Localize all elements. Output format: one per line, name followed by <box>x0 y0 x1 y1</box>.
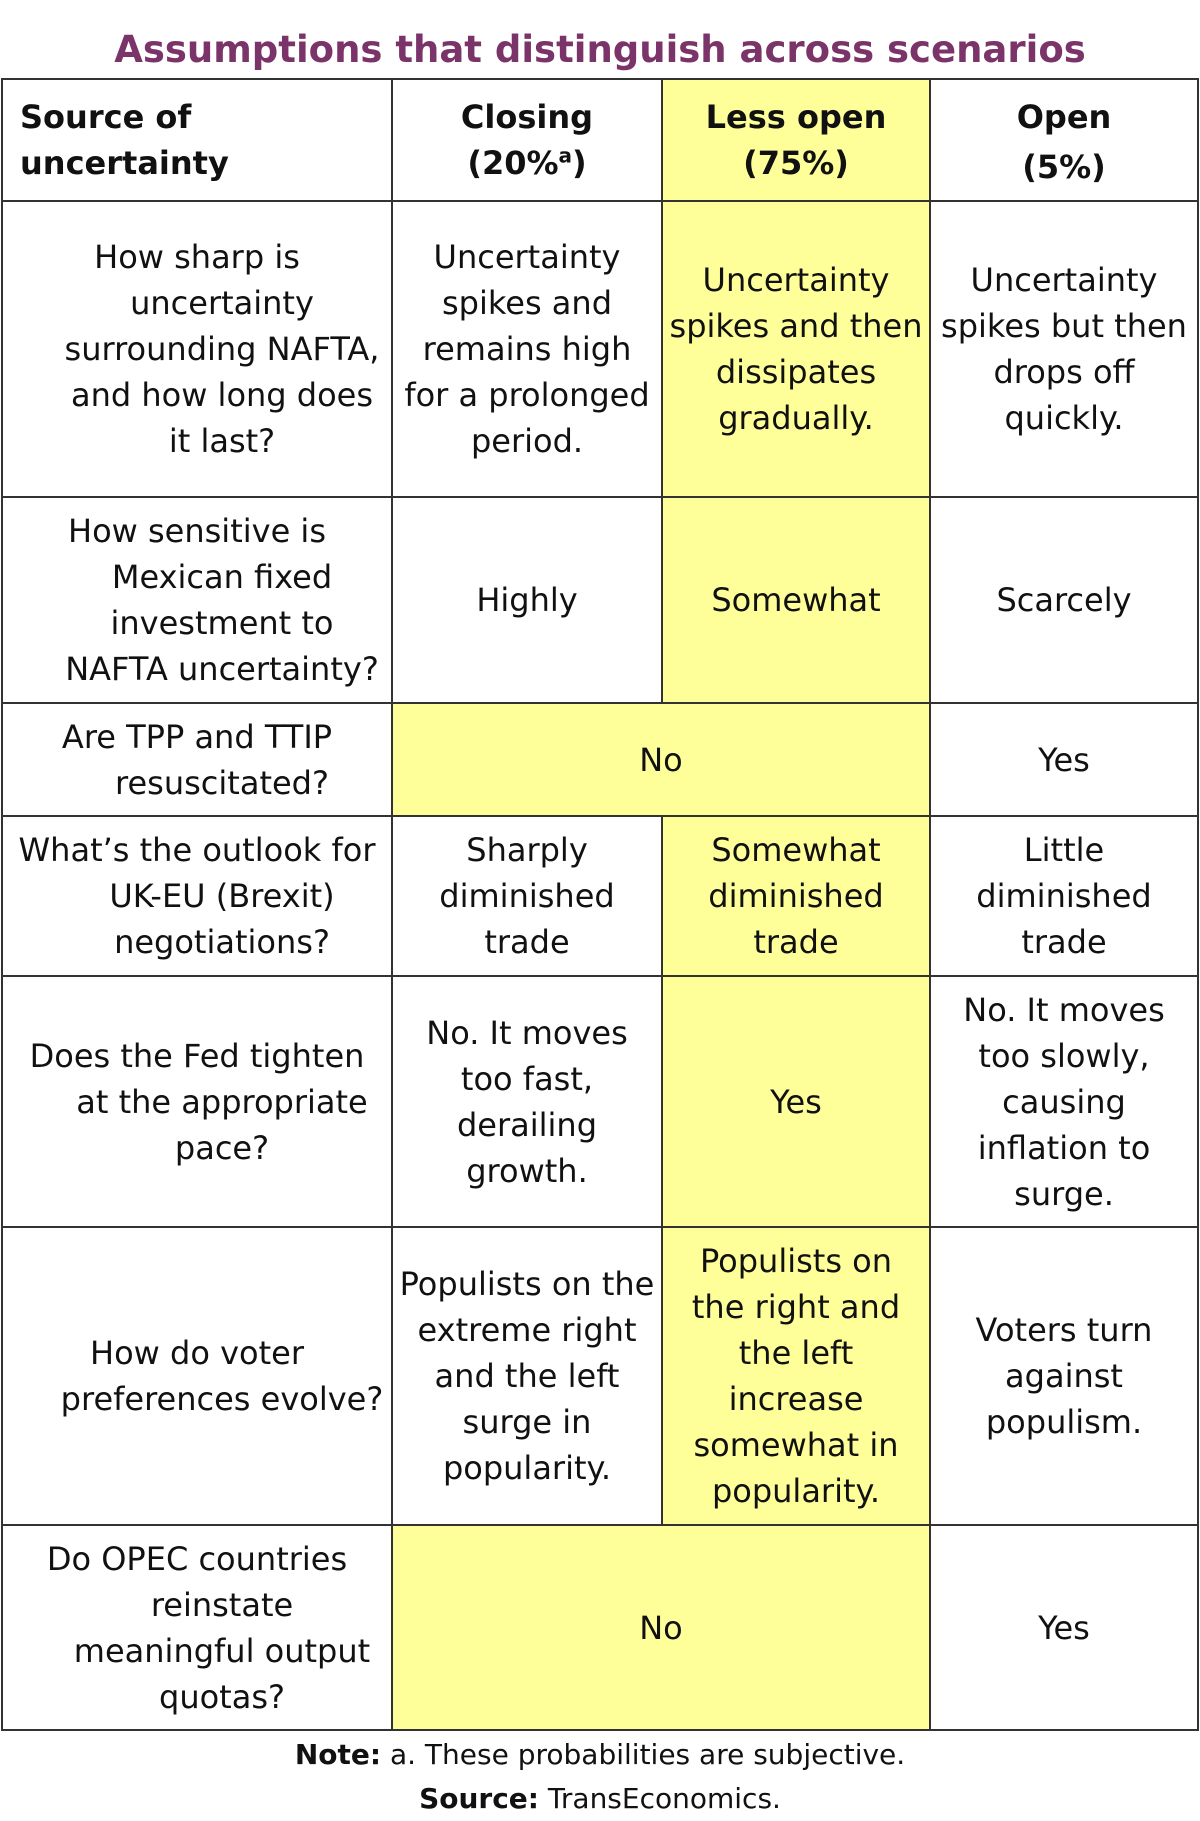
cell-open: Uncertainty spikes but then drops off qu… <box>929 200 1199 498</box>
table-source: Source: TransEconomics. <box>0 1777 1200 1821</box>
row-question: Are TPP and TTIP resuscitated? <box>1 702 393 817</box>
cell-closing: Highly <box>391 496 663 704</box>
header-open: Open (5%) <box>929 78 1199 202</box>
page-title: Assumptions that distinguish across scen… <box>114 28 1086 71</box>
table-row: Does the Fed tighten at the appropriate … <box>1 975 1199 1228</box>
cell-open: No. It moves too slowly, causing inflati… <box>929 975 1199 1228</box>
cell-closing-and-less-open: No <box>391 1524 931 1731</box>
cell-closing-and-less-open: No <box>391 702 931 817</box>
header-closing-probability: (20%a) <box>467 143 587 182</box>
row-question: Do OPEC countries reinstate meaningful o… <box>1 1524 393 1731</box>
cell-open: Yes <box>929 702 1199 817</box>
footnote-marker: a <box>558 143 573 168</box>
row-question: How sensitive is Mexican fixed investmen… <box>1 496 393 704</box>
table-row: How do voter preferences evolve? Populis… <box>1 1226 1199 1526</box>
header-source-of-uncertainty: Source of uncertainty <box>1 78 393 202</box>
source-label: Source: <box>419 1782 539 1815</box>
cell-closing: Populists on the extreme right and the l… <box>391 1226 663 1526</box>
table-row: How sensitive is Mexican fixed investmen… <box>1 496 1199 704</box>
header-open-probability: (5%) <box>1022 148 1106 186</box>
table-row: Do OPEC countries reinstate meaningful o… <box>1 1524 1199 1731</box>
cell-less-open: Somewhat <box>661 496 931 704</box>
row-question: How sharp is uncertainty surrounding NAF… <box>1 200 393 498</box>
table-row: What’s the outlook for UK-EU (Brexit) ne… <box>1 815 1199 977</box>
cell-less-open: Yes <box>661 975 931 1228</box>
header-less-open-probability: (75%) <box>743 144 849 182</box>
cell-open: Voters turn against populism. <box>929 1226 1199 1526</box>
header-closing: Closing (20%a) <box>391 78 663 202</box>
cell-closing: No. It moves too fast, derailing growth. <box>391 975 663 1228</box>
table-row: How sharp is uncertainty surrounding NAF… <box>1 200 1199 498</box>
table-header-row: Source of uncertainty Closing (20%a) Les… <box>1 78 1199 202</box>
source-text: TransEconomics. <box>547 1782 781 1815</box>
cell-open: Scarcely <box>929 496 1199 704</box>
note-label: Note: <box>294 1738 382 1771</box>
header-less-open: Less open (75%) <box>661 78 931 202</box>
row-question: How do voter preferences evolve? <box>1 1226 393 1526</box>
cell-less-open: Populists on the right and the left incr… <box>661 1226 931 1526</box>
header-less-open-label: Less open <box>705 98 887 136</box>
cell-closing: Uncertainty spikes and remains high for … <box>391 200 663 498</box>
cell-less-open: Somewhat diminished trade <box>661 815 931 977</box>
cell-less-open: Uncertainty spikes and then dissipates g… <box>661 200 931 498</box>
scenario-assumptions-table: Source of uncertainty Closing (20%a) Les… <box>1 78 1199 1731</box>
cell-open: Little diminished trade <box>929 815 1199 977</box>
cell-closing: Sharply diminished trade <box>391 815 663 977</box>
table-note: Note: a. These probabilities are subject… <box>0 1733 1200 1777</box>
note-text: a. These probabilities are subjective. <box>389 1738 906 1771</box>
header-open-label: Open <box>1016 98 1112 136</box>
row-question: Does the Fed tighten at the appropriate … <box>1 975 393 1228</box>
table-row: Are TPP and TTIP resuscitated? No Yes <box>1 702 1199 817</box>
cell-open: Yes <box>929 1524 1199 1731</box>
header-closing-label: Closing <box>460 98 594 136</box>
row-question: What’s the outlook for UK-EU (Brexit) ne… <box>1 815 393 977</box>
